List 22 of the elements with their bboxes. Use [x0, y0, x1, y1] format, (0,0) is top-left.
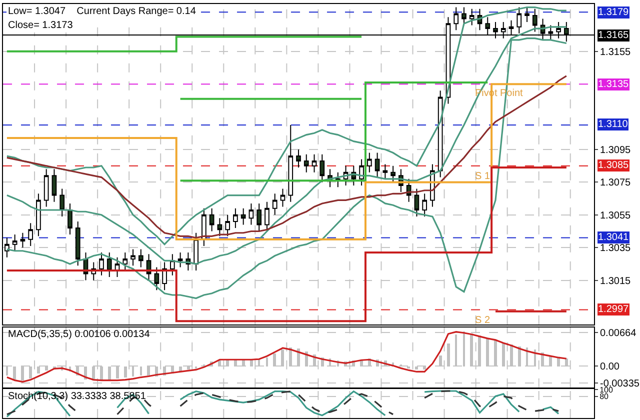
y-tick-label: 80 [600, 392, 610, 402]
y-tick-label: 1.3095 [600, 145, 632, 156]
ref-line-label: 1.3110 [598, 119, 628, 130]
ref-line-label: 1.3135 [598, 79, 630, 90]
y-tick-label: 0.00 [600, 362, 620, 373]
y-tick-label: 1.3055 [600, 210, 632, 222]
chart-title: MACD(5,35,5) 0.00106 0.00134 [8, 329, 150, 340]
annotation: Close= 1.3173 [8, 20, 74, 31]
y-tick-label: 1.3015 [600, 276, 632, 287]
y-tick-label: 1.3075 [600, 178, 632, 189]
y-tick-label: 1.3155 [600, 46, 632, 58]
ref-line-label: 1.3179 [598, 7, 630, 18]
y-tick-label: 0.00664 [600, 328, 637, 340]
ref-line-label: 1.2997 [598, 304, 630, 315]
ref-line-label: 1.3085 [598, 160, 630, 171]
annotation: Low= 1.3047 Current Days Range= 0.14 [8, 6, 196, 17]
ref-line-label: 1.3041 [598, 232, 630, 243]
annotation: S 1 [475, 171, 490, 182]
y-tick-label: 100 [600, 385, 614, 394]
annotation: S 2 [475, 315, 490, 326]
y-tick-label: 1.3035 [600, 243, 632, 254]
ref-line-label: 1.3165 [598, 30, 630, 41]
